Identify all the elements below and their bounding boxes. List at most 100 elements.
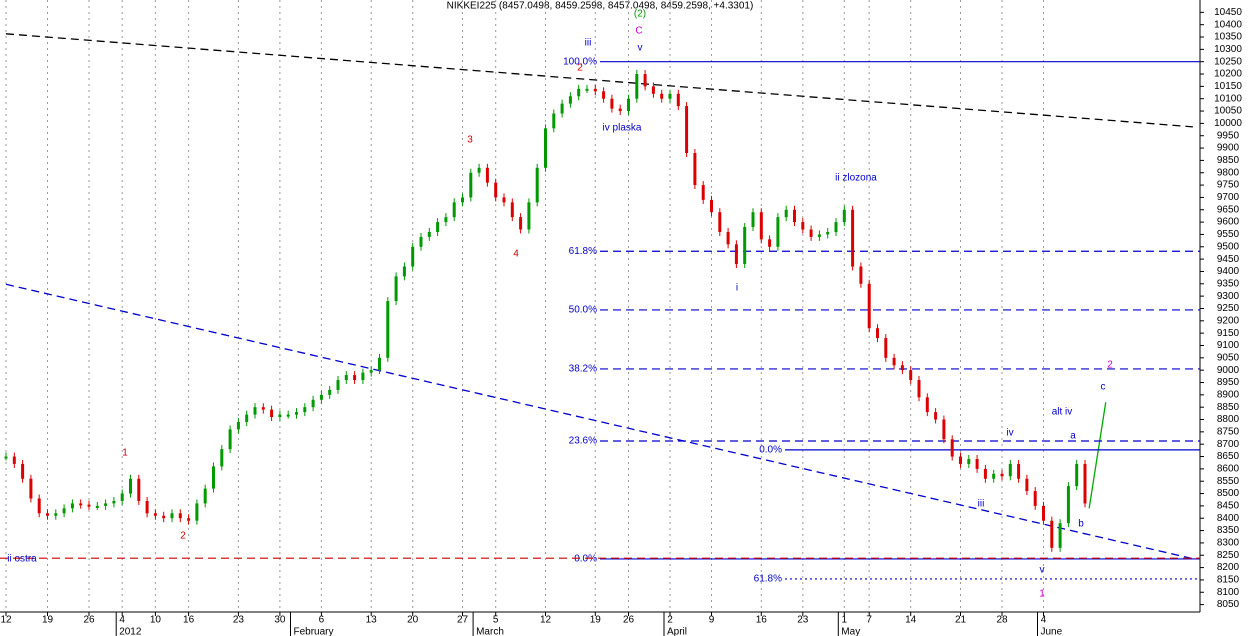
y-tick-label: 8950	[1217, 377, 1240, 388]
candle	[801, 222, 805, 230]
candle	[444, 217, 448, 223]
level-label: 61.8%	[569, 246, 597, 257]
y-tick-label: 10200	[1214, 69, 1242, 80]
annotation: iv	[1006, 428, 1013, 439]
candle	[593, 88, 597, 92]
y-tick-label: 10250	[1214, 56, 1242, 67]
y-tick-label: 8200	[1217, 562, 1240, 573]
x-tick-label: 19	[42, 615, 54, 626]
candle	[693, 153, 697, 186]
candle	[278, 414, 282, 418]
candle	[153, 513, 157, 516]
y-tick-label: 10000	[1214, 118, 1242, 129]
y-tick-label: 10350	[1214, 32, 1242, 43]
level-label: 100.0%	[563, 56, 597, 67]
candle	[1066, 486, 1070, 524]
annotation: 2	[1107, 360, 1113, 371]
candle	[734, 244, 738, 265]
y-tick-label: 8300	[1217, 538, 1240, 549]
y-tick-label: 8450	[1217, 501, 1240, 512]
candle	[353, 375, 357, 381]
y-tick-label: 8350	[1217, 525, 1240, 536]
x-tick-label: 16	[756, 615, 768, 626]
candle	[411, 246, 415, 267]
candle	[610, 98, 614, 109]
y-tick-label: 9250	[1217, 303, 1240, 314]
y-tick-label: 9700	[1217, 192, 1240, 203]
trendline	[1088, 402, 1107, 509]
candle	[643, 74, 647, 87]
x-tick-label: 16	[183, 615, 195, 626]
candle	[54, 513, 58, 516]
y-tick-label: 9800	[1217, 167, 1240, 178]
y-tick-label: 9450	[1217, 254, 1240, 265]
candle	[510, 202, 514, 218]
candle	[4, 456, 8, 459]
candle	[1008, 463, 1012, 477]
y-tick-label: 9000	[1217, 365, 1240, 376]
candle	[519, 217, 523, 230]
candle	[585, 88, 589, 91]
candle	[170, 513, 174, 519]
x-tick-label: 30	[274, 615, 286, 626]
y-tick-label: 10450	[1214, 7, 1242, 18]
candle	[311, 399, 315, 408]
y-tick-label: 9200	[1217, 315, 1240, 326]
y-tick-label: 9600	[1217, 217, 1240, 228]
candle	[527, 202, 531, 230]
y-tick-label: 9750	[1217, 180, 1240, 191]
x-tick-label: 7	[866, 615, 872, 626]
candle	[427, 231, 431, 237]
candle	[884, 338, 888, 358]
candle	[925, 397, 929, 413]
candle	[502, 197, 506, 203]
x-tick-label: 12	[540, 615, 552, 626]
candle	[70, 503, 74, 509]
y-tick-label: 8850	[1217, 402, 1240, 413]
candle	[917, 380, 921, 398]
candle	[817, 234, 821, 237]
y-tick-label: 10050	[1214, 106, 1242, 117]
candle	[361, 372, 365, 381]
candle	[751, 212, 755, 228]
level-label: 38.2%	[569, 364, 597, 375]
candle	[378, 357, 381, 371]
annotation: C	[635, 26, 642, 37]
annotation: (2)	[634, 9, 646, 20]
candle	[303, 407, 307, 413]
y-tick-label: 8600	[1217, 464, 1240, 475]
candle	[145, 500, 149, 514]
x-tick-label: 4	[119, 615, 125, 626]
annotation: iv plaska	[603, 123, 642, 134]
annotation: a	[1070, 431, 1076, 442]
month-label: June	[1041, 627, 1063, 636]
x-tick-label: 26	[623, 615, 635, 626]
y-tick-label: 8800	[1217, 414, 1240, 425]
candle	[577, 88, 581, 97]
month-label: February	[294, 627, 334, 636]
trendline	[5, 33, 1193, 128]
candle	[983, 468, 987, 479]
candle	[701, 185, 705, 200]
candle	[959, 456, 962, 464]
x-tick-label: 23	[233, 615, 245, 626]
candle	[876, 328, 879, 339]
y-tick-label: 9950	[1217, 130, 1240, 141]
candle	[253, 407, 257, 415]
candle	[842, 209, 846, 223]
candle	[187, 518, 191, 521]
month-label: May	[841, 627, 860, 636]
x-tick-label: 4	[1041, 615, 1047, 626]
y-tick-label: 9300	[1217, 291, 1240, 302]
candle	[87, 504, 91, 507]
y-tick-label: 8400	[1217, 513, 1240, 524]
candle	[851, 209, 855, 267]
candle	[245, 414, 249, 422]
x-tick-label: 12	[0, 615, 12, 626]
candle	[220, 449, 224, 467]
candle	[718, 212, 722, 232]
candle	[834, 222, 838, 232]
annotation: 3	[467, 135, 473, 146]
candle	[336, 380, 340, 390]
